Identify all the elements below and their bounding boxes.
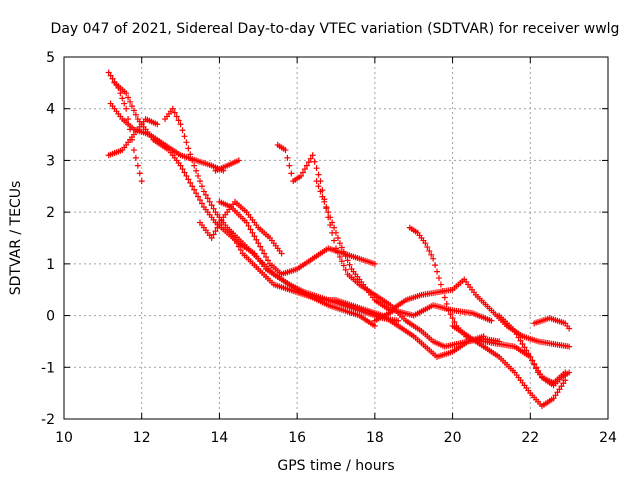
y-tick-label: -2: [41, 412, 55, 428]
series-track-14: [371, 302, 495, 324]
data-point-markers: [216, 198, 378, 278]
series-track-8: [216, 198, 378, 278]
x-tick-label: 14: [211, 430, 229, 446]
plot-frame: [63, 56, 609, 420]
x-tick-label: 12: [133, 430, 151, 446]
chart-title: Day 047 of 2021, Sidereal Day-to-day VTE…: [51, 21, 620, 37]
series-track-13: [449, 322, 569, 410]
data-point-markers: [107, 100, 227, 174]
x-tick-label: 20: [444, 430, 462, 446]
data-point-markers: [197, 198, 285, 257]
series-track-16: [531, 315, 573, 332]
x-tick-label: 10: [55, 430, 73, 446]
y-tick-label: 2: [46, 205, 55, 221]
y-tick-label: 0: [46, 309, 55, 325]
y-tick-label: -1: [41, 360, 55, 376]
grid: [64, 57, 608, 419]
series-track-7: [197, 198, 285, 257]
data-point-markers: [228, 229, 487, 360]
x-tick-label: 18: [366, 430, 384, 446]
data-point-markers: [496, 312, 573, 389]
x-tick-label: 22: [521, 430, 539, 446]
data-point-markers: [371, 302, 495, 324]
x-tick-label: 16: [288, 430, 306, 446]
series-track-4: [212, 157, 242, 174]
data-points: [105, 69, 573, 410]
series-track-15: [496, 312, 573, 389]
series-track-10: [228, 229, 487, 360]
series-track-5: [111, 79, 378, 329]
x-tick-label: 24: [599, 430, 617, 446]
y-axis-label: SDTVAR / TECUs: [8, 181, 24, 296]
data-point-markers: [111, 79, 378, 329]
y-tick-label: 1: [46, 257, 55, 273]
y-tick-label: 3: [46, 153, 55, 169]
series-track-2: [107, 100, 227, 174]
y-tick-label: 4: [46, 102, 55, 118]
x-axis-label: GPS time / hours: [277, 458, 394, 474]
data-point-markers: [212, 157, 242, 174]
y-tick-label: 5: [46, 50, 55, 66]
data-point-markers: [449, 322, 569, 410]
data-point-markers: [531, 315, 573, 332]
